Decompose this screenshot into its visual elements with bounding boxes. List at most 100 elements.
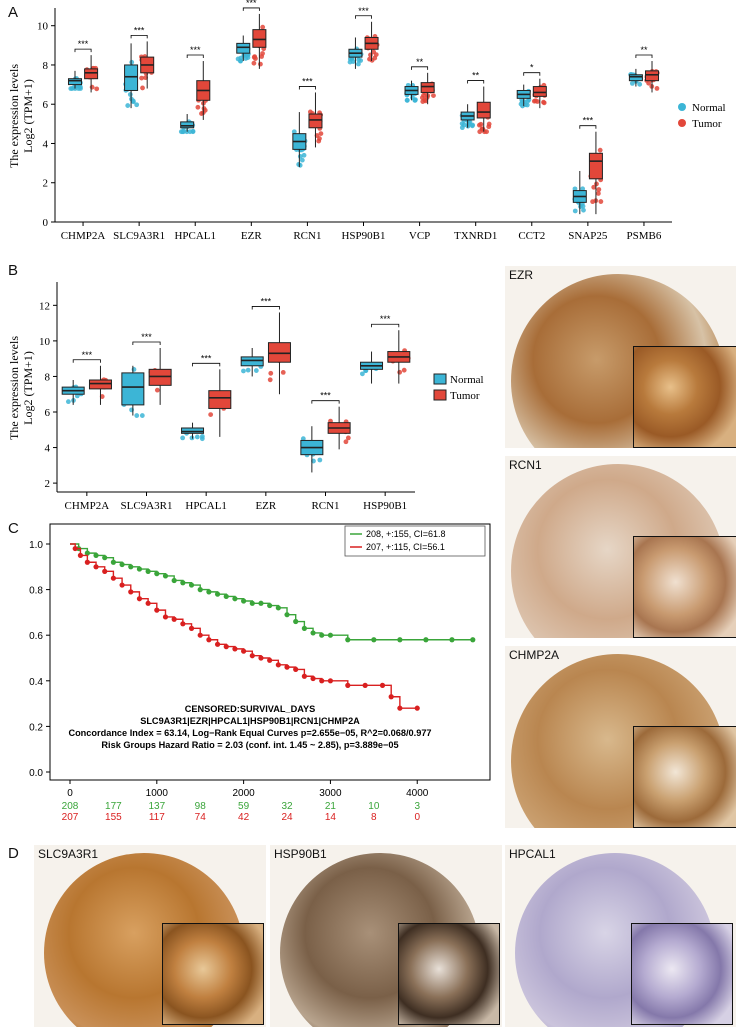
- x-tick-label: SLC9A3R1: [113, 230, 165, 242]
- ihc-label: SLC9A3R1: [38, 847, 99, 861]
- ihc-label: HPCAL1: [509, 847, 556, 861]
- y-tick-label: 10: [37, 21, 49, 33]
- censor-mark: [171, 577, 177, 584]
- significance-bracket: [523, 72, 541, 76]
- censor-mark: [145, 568, 151, 574]
- significance-label: ***: [82, 350, 93, 360]
- data-point: [241, 368, 246, 374]
- y-tick-label: 12: [39, 300, 50, 312]
- x-tick-label: CCT2: [518, 230, 545, 242]
- data-point: [94, 86, 100, 92]
- at-risk-count: 137: [148, 801, 165, 812]
- censor-mark: [232, 596, 238, 602]
- data-point: [594, 181, 599, 187]
- significance-label: ***: [134, 25, 145, 35]
- x-tick-label: CHMP2A: [65, 500, 110, 512]
- x-tick-label: TXNRD1: [454, 230, 497, 242]
- data-point: [252, 54, 258, 60]
- at-risk-count: 10: [368, 801, 380, 812]
- data-point: [291, 129, 297, 135]
- data-point: [422, 97, 428, 103]
- significance-bracket: [186, 54, 204, 59]
- data-point: [125, 103, 131, 108]
- data-point: [367, 56, 372, 62]
- censor-mark: [223, 644, 229, 650]
- data-point: [251, 60, 257, 66]
- data-point: [267, 377, 273, 383]
- x-tick-label: 4000: [406, 788, 429, 799]
- data-point: [518, 101, 524, 107]
- y-tick-label: 0.0: [29, 768, 43, 779]
- panel-letter-d: D: [8, 845, 19, 862]
- data-point: [359, 371, 365, 377]
- data-point: [180, 129, 186, 135]
- censor-mark: [119, 561, 125, 568]
- at-risk-count: 208: [62, 801, 79, 812]
- x-tick-label: 2000: [232, 788, 255, 799]
- panel-c-survival-plot: 0.0 0.2 0.4 0.6 0.8 1.0 0 1000 2000 3000 4000 208, …: [29, 523, 491, 823]
- box-tumor: [588, 152, 603, 180]
- censor-mark: [214, 641, 221, 647]
- panel-letter-c: C: [8, 520, 19, 537]
- data-point: [187, 129, 193, 135]
- censor-mark: [275, 662, 281, 668]
- ihc-image-hpcal1: HPCAL1: [505, 845, 736, 1027]
- censor-mark: [128, 564, 134, 570]
- significance-bracket: [242, 7, 260, 11]
- significance-label: ***: [583, 116, 594, 126]
- significance-label: **: [416, 57, 424, 67]
- y-tick-label: 2: [45, 478, 51, 490]
- censor-mark: [72, 545, 78, 552]
- significance-bracket: [467, 80, 485, 84]
- data-point: [482, 129, 487, 135]
- censor-mark: [397, 705, 403, 711]
- data-point: [459, 125, 465, 131]
- data-point: [466, 120, 472, 125]
- data-point: [597, 147, 603, 153]
- data-point: [71, 84, 77, 90]
- data-point: [654, 86, 660, 91]
- censor-mark: [154, 607, 160, 613]
- box-tumor: [420, 82, 435, 93]
- censor-mark: [310, 630, 316, 636]
- significance-label: ***: [190, 45, 201, 55]
- x-tick-label: HSP90B1: [363, 500, 407, 512]
- data-point: [260, 24, 266, 30]
- censor-mark: [154, 571, 160, 577]
- data-point: [531, 98, 537, 104]
- data-point: [258, 61, 263, 67]
- significance-bracket: [411, 66, 429, 70]
- censor-mark: [470, 637, 476, 643]
- censor-mark: [388, 694, 394, 700]
- data-point: [581, 207, 586, 213]
- significance-label: ***: [261, 296, 272, 306]
- censor-mark: [241, 648, 247, 654]
- censor-mark: [423, 637, 429, 643]
- data-point: [134, 102, 140, 108]
- ihc-image-hsp90b1: HSP90B1: [270, 845, 502, 1027]
- data-point: [241, 53, 247, 58]
- ihc-label: EZR: [509, 268, 533, 282]
- data-point: [572, 186, 578, 192]
- censor-mark: [267, 602, 273, 609]
- at-risk-count: 24: [281, 812, 293, 823]
- data-point: [140, 85, 145, 91]
- y-axis-label: The expression levels: [7, 336, 21, 440]
- data-point: [297, 162, 303, 168]
- ihc-inset: [633, 346, 736, 448]
- data-point: [397, 369, 403, 375]
- y-tick-label: 1.0: [29, 540, 43, 551]
- box-normal: [628, 74, 643, 82]
- legend-swatch: [433, 373, 447, 385]
- censor-mark: [362, 682, 368, 688]
- ihc-inset: [162, 923, 264, 1025]
- data-point: [598, 199, 604, 204]
- ihc-inset: [633, 536, 736, 638]
- significance-label: **: [640, 45, 648, 55]
- panel-a-boxplot: 0246810CHMP2A***SLC9A3R1***HPCAL1***EZR*…: [7, 0, 726, 242]
- data-point: [301, 152, 307, 158]
- data-point: [459, 121, 465, 126]
- censor-mark: [327, 632, 334, 638]
- y-tick-label: 0: [43, 217, 49, 229]
- significance-label: ***: [78, 39, 89, 49]
